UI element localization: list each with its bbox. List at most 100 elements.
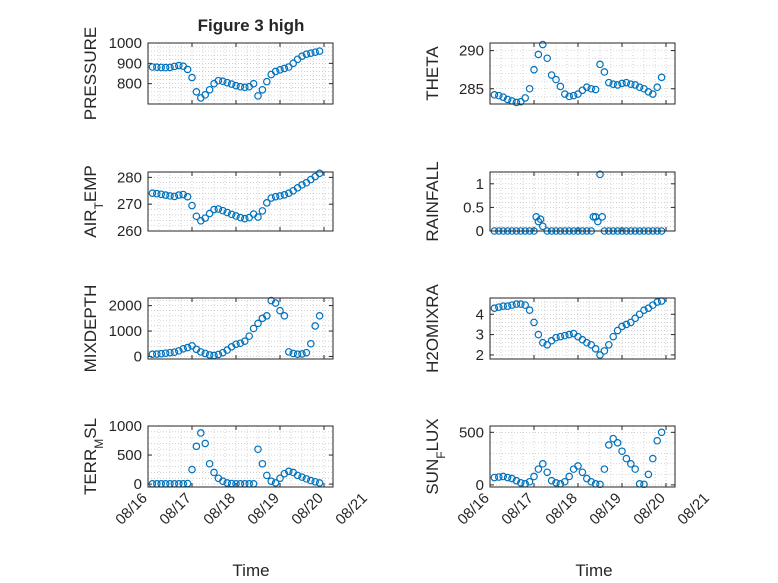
data-point (254, 213, 262, 221)
data-point (175, 347, 183, 355)
data-point (596, 480, 604, 489)
y-tick-label: 0 (476, 223, 484, 240)
data-point (183, 65, 192, 74)
data-point (315, 479, 324, 487)
data-point (280, 469, 289, 478)
data-point (499, 302, 508, 310)
y-tick-label: 500 (117, 447, 142, 464)
data-point (582, 338, 591, 347)
data-point (525, 84, 534, 93)
data-point (241, 83, 249, 92)
data-point (219, 77, 227, 86)
data-point (280, 64, 289, 73)
data-point (262, 311, 271, 320)
data-point (157, 190, 166, 199)
data-point (640, 306, 648, 315)
axes-box (147, 171, 334, 232)
data-point (534, 330, 543, 339)
data-point (153, 63, 161, 71)
subplot-4: 0 0.5 1 RAINFALL (423, 161, 676, 242)
data-point (276, 66, 284, 74)
data-point (552, 75, 560, 84)
data-point (534, 50, 543, 59)
data-point (254, 445, 262, 454)
data-point (157, 63, 166, 72)
y-tick-label: 800 (117, 76, 142, 93)
data-point (175, 191, 183, 199)
plot-area (148, 43, 333, 104)
data-point (508, 474, 516, 483)
y-tick-label: 0 (476, 477, 484, 494)
data-point (249, 79, 258, 88)
data-point (179, 345, 188, 353)
data-point (298, 473, 306, 481)
data-point (306, 476, 315, 485)
data-point (210, 205, 218, 214)
data-point (622, 454, 631, 463)
data-point (227, 80, 236, 88)
data-point (503, 473, 512, 482)
y-tick-label: 2 (476, 347, 484, 364)
data-point (262, 199, 271, 207)
data-point (508, 301, 516, 309)
data-point (249, 324, 258, 333)
data-point (205, 209, 214, 218)
data-point (640, 480, 648, 489)
data-point (618, 447, 626, 456)
data-point (298, 181, 306, 189)
data-point (613, 81, 622, 89)
data-point (214, 205, 223, 213)
data-point (166, 192, 174, 200)
data-point (161, 63, 170, 72)
data-point (153, 189, 161, 198)
data-point (192, 442, 201, 451)
data-point (262, 471, 271, 480)
data-point (589, 213, 598, 221)
data-point (258, 85, 267, 94)
data-point (276, 474, 284, 483)
data-point (613, 439, 622, 447)
data-point (197, 348, 205, 356)
data-point (536, 215, 545, 224)
data-point (289, 349, 298, 358)
data-point (494, 303, 503, 311)
data-point (175, 61, 183, 70)
data-point (302, 348, 311, 357)
data-point (197, 429, 205, 437)
data-point (254, 319, 262, 328)
data-point (648, 90, 657, 98)
data-point (635, 310, 644, 319)
data-point (201, 91, 210, 99)
axes-box (489, 42, 676, 105)
data-point (635, 83, 644, 92)
data-point (201, 214, 210, 222)
data-point (653, 436, 662, 445)
data-point (276, 192, 284, 200)
data-point (604, 78, 613, 87)
data-point (210, 468, 218, 477)
data-point (201, 439, 210, 448)
data-point (582, 83, 591, 92)
data-point (205, 351, 214, 359)
data-point (284, 63, 293, 71)
data-point (499, 472, 508, 481)
data-point (530, 472, 538, 481)
data-point (170, 62, 179, 71)
data-point (232, 212, 240, 220)
y-axis-label: RAINFALL (423, 161, 442, 241)
data-point (179, 190, 188, 199)
data-point (148, 63, 157, 71)
data-point (565, 330, 574, 339)
data-point (223, 208, 232, 217)
data-point (644, 470, 653, 479)
data-point (596, 60, 604, 69)
data-point (609, 80, 618, 88)
data-point (574, 90, 582, 98)
data-point (657, 73, 666, 82)
y-axis-label: THETA (423, 46, 442, 101)
data-point (604, 340, 613, 349)
data-point (618, 322, 626, 331)
data-point (556, 82, 565, 91)
data-point (543, 340, 552, 349)
subplot-6: 2 3 4 H2OMIXRA (423, 283, 676, 373)
